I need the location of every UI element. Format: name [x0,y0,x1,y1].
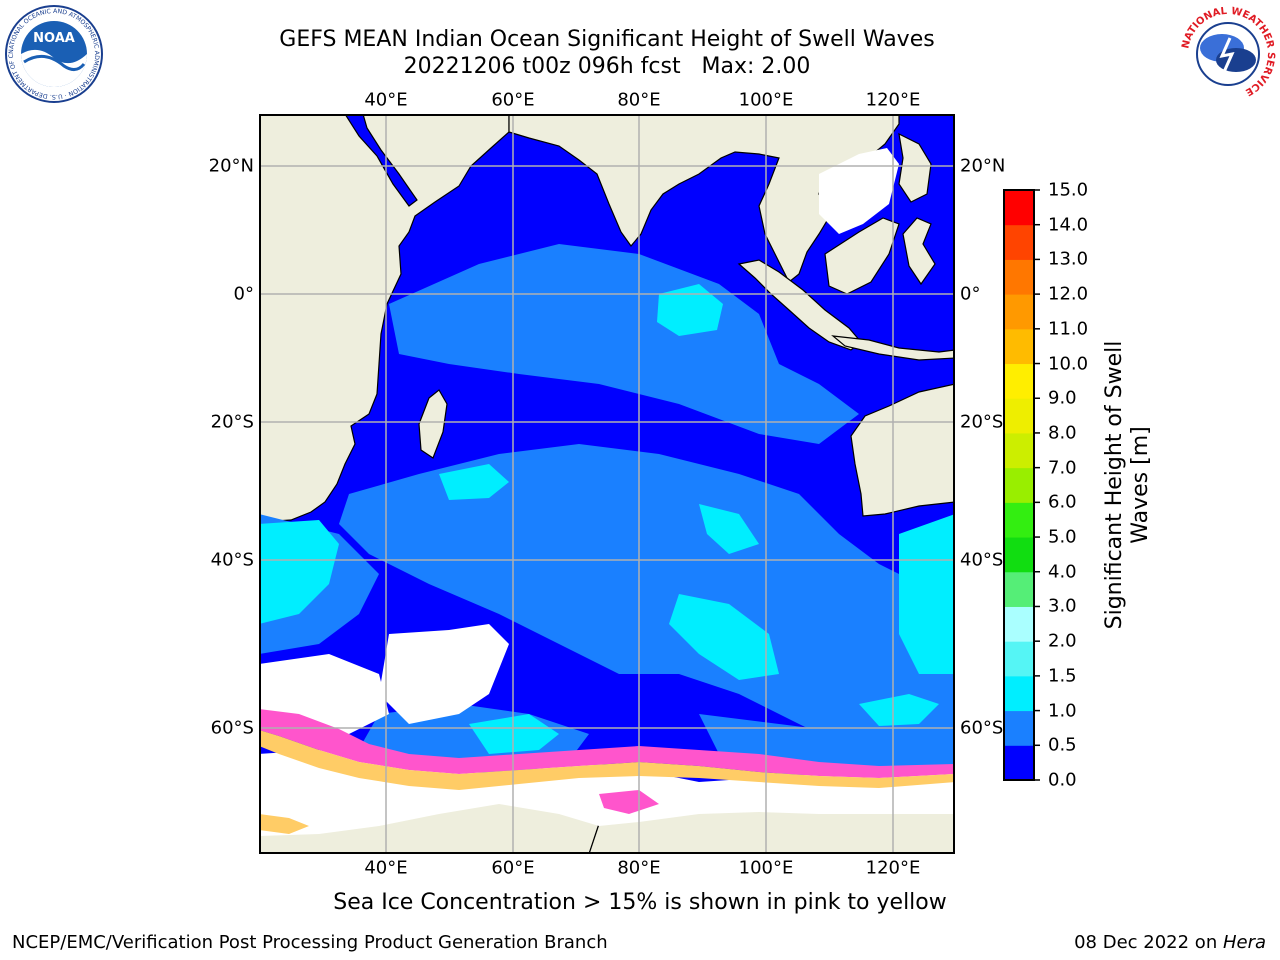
colorbar-tick-label: 1.5 [1048,665,1077,687]
colorbar-segment [1004,675,1034,712]
lon-bottom-label: 60°E [491,857,535,879]
lon-top-label: 120°E [865,89,921,111]
colorbar-segment [1004,224,1034,260]
lon-bottom-label: 40°E [364,857,408,879]
lat-right-label: 40°S [960,549,1004,571]
colorbar-tick-label: 12.0 [1048,283,1089,305]
colorbar-segment [1004,294,1034,330]
lat-right-label: 60°S [960,717,1004,739]
colorbar-segment [1004,363,1034,399]
colorbar-tick-label: 9.0 [1048,387,1077,409]
colorbar-segment [1004,606,1034,642]
swell-field-high [260,284,954,754]
colorbar-segment [1004,259,1034,295]
colorbar-segment [1004,190,1034,226]
colorbar-tick-label: 2.0 [1048,630,1077,652]
footer-date-text: 08 Dec 2022 on [1074,932,1223,953]
land-philippines [898,132,932,203]
sea-ice-caption: Sea Ice Concentration > 15% is shown in … [333,890,947,915]
colorbar-tick-label: 15.0 [1048,179,1089,201]
lon-bottom-label: 80°E [617,857,661,879]
colorbar-tick-label: 10.0 [1048,353,1089,375]
colorbar-segment [1004,432,1034,469]
title-line2: 20221206 t00z 096h fcst Max: 2.00 [403,54,811,79]
colorbar-tick-label: 14.0 [1048,214,1089,236]
land-borneo [824,217,900,295]
colorbar-segment [1004,745,1034,781]
footer-credit: NCEP/EMC/Verification Post Processing Pr… [12,932,608,953]
lon-top-label: 40°E [364,89,408,111]
lat-right-label: 20°N [960,155,1006,177]
lon-top-label: 60°E [491,89,535,111]
colorbar-label-line1: Significant Height of Swell [1102,340,1127,630]
chart-title: GEFS MEAN Indian Ocean Significant Heigh… [0,26,1214,80]
title-line1: GEFS MEAN Indian Ocean Significant Heigh… [279,27,935,52]
lon-top-label: 80°E [617,89,661,111]
colorbar-tick-label: 6.0 [1048,491,1077,513]
map [259,114,955,854]
nws-logo: NATIONAL WEATHER SERVICE [1180,6,1276,102]
noaa-logo: NATIONAL OCEANIC AND ATMOSPHERIC ADMINIS… [4,4,103,103]
footer-host: Hera [1222,932,1266,953]
colorbar [1003,189,1040,781]
colorbar-segment [1004,537,1034,573]
colorbar-segment [1004,641,1034,677]
colorbar-tick-label: 8.0 [1048,422,1077,444]
colorbar-tick-label: 1.0 [1048,700,1077,722]
colorbar-tick-label: 13.0 [1048,248,1089,270]
colorbar-label-line2: Waves [m] [1128,426,1153,544]
land-australia [850,383,954,517]
colorbar-segment [1004,398,1034,434]
colorbar-tick-label: 4.0 [1048,561,1077,583]
colorbar-tick-label: 7.0 [1048,457,1077,479]
lon-bottom-label: 120°E [865,857,921,879]
lat-right-label: 20°S [960,411,1004,433]
colorbar-segment [1004,710,1034,746]
lat-left-label: 20°S [210,411,254,433]
lat-left-label: 20°N [208,155,254,177]
colorbar-segment [1004,502,1034,538]
lat-right-label: 0° [960,283,981,305]
colorbar-tick-label: 0.5 [1048,734,1077,756]
land-sulawesi [902,217,936,286]
colorbar-tick-label: 0.0 [1048,769,1077,791]
lat-left-label: 40°S [210,549,254,571]
lon-top-label: 100°E [738,89,794,111]
colorbar-tick-label: 11.0 [1048,318,1089,340]
sea-ice-band [260,709,954,834]
footer-date: 08 Dec 2022 on Hera [1074,932,1266,953]
colorbar-segment [1004,571,1034,607]
colorbar-tick-label: 5.0 [1048,526,1077,548]
colorbar-segment [1004,467,1034,503]
land-madagascar [418,389,448,459]
map-frame [259,114,955,854]
lon-bottom-label: 100°E [738,857,794,879]
lat-left-label: 60°S [210,717,254,739]
colorbar-tick-label: 3.0 [1048,595,1077,617]
colorbar-frame [1003,189,1035,781]
graticule [260,115,954,853]
colorbar-label: Significant Height of Swell Waves [m] [1102,325,1154,645]
colorbar-segment [1004,328,1034,365]
lat-left-label: 0° [233,283,254,305]
noaa-text: NOAA [33,31,75,46]
